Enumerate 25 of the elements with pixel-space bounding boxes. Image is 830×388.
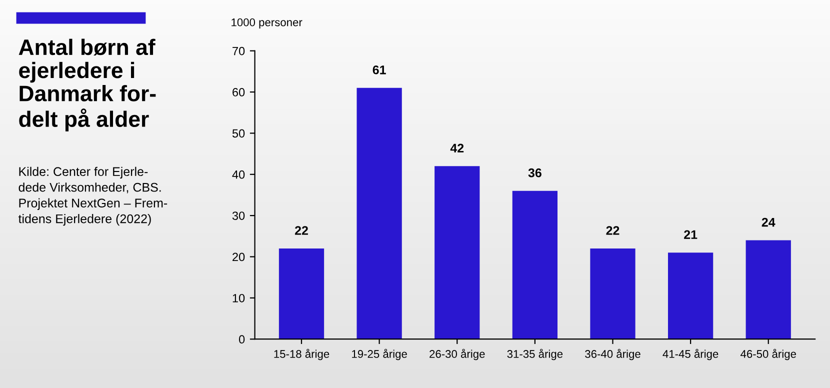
data-label: 61 bbox=[372, 65, 386, 74]
text: Antal børn af ejerledere i Danmark for- delt på alder bbox=[18, 38, 156, 132]
text: Kilde: Center for Ejerle- dede Virksomheder, CBS. Projektet NextGen – Frem- tidens Ejerledere (2022) bbox=[18, 166, 168, 226]
x-tick-label: 26-30 årige bbox=[430, 348, 485, 360]
data-label: 42 bbox=[450, 144, 464, 152]
y-tick-label: 50 bbox=[232, 129, 245, 138]
data-label: 36 bbox=[528, 168, 542, 178]
data-label: 22 bbox=[294, 226, 308, 235]
x-tick-label: 36-40 årige bbox=[585, 348, 640, 360]
y-tick-label: 20 bbox=[232, 252, 245, 262]
y-tick-label: 10 bbox=[232, 294, 245, 302]
data-label: 21 bbox=[684, 230, 698, 239]
x-tick-label: 19-25 årige bbox=[352, 348, 407, 360]
y-tick-label: 70 bbox=[232, 46, 245, 56]
data-label: 24 bbox=[762, 218, 776, 227]
y-tick-label: 30 bbox=[232, 212, 245, 220]
y-tick-label: 40 bbox=[232, 170, 245, 179]
y-tick-label: 60 bbox=[232, 88, 245, 96]
y-axis-title: 1000 personer bbox=[232, 18, 302, 28]
data-label: 22 bbox=[606, 226, 620, 235]
y-tick-label: 0 bbox=[238, 335, 245, 344]
x-tick-label: 31-35 årige bbox=[507, 348, 563, 360]
x-tick-label: 15-18 årige bbox=[274, 348, 330, 360]
x-tick-label: 46-50 årige bbox=[740, 348, 796, 360]
x-tick-label: 41-45 årige bbox=[662, 348, 718, 360]
